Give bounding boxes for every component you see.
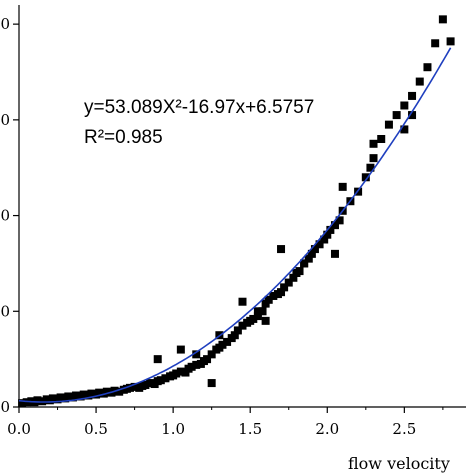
data-point	[146, 379, 155, 388]
data-point	[115, 387, 124, 396]
data-point	[295, 267, 304, 276]
data-point	[79, 390, 88, 399]
x-tick-label: 0.0	[7, 420, 31, 438]
data-point	[423, 63, 432, 72]
data-point	[249, 314, 258, 323]
y-tick-label: 0	[0, 207, 10, 225]
data-point	[125, 383, 134, 392]
data-point	[310, 245, 319, 254]
data-point	[280, 283, 289, 292]
data-point	[269, 291, 278, 300]
data-point	[238, 297, 247, 306]
x-axis-title: flow velocity	[348, 454, 450, 473]
data-point	[207, 350, 216, 359]
data-point	[369, 139, 378, 148]
data-point	[384, 120, 393, 129]
data-point	[431, 39, 440, 48]
data-point	[130, 382, 139, 391]
data-point	[187, 362, 196, 371]
data-point	[300, 259, 309, 268]
data-point	[408, 91, 417, 100]
y-tick-label: 0	[0, 15, 10, 33]
data-point	[87, 389, 96, 398]
data-point	[315, 240, 324, 249]
data-points	[18, 15, 455, 408]
data-point	[223, 337, 232, 346]
data-point	[377, 135, 386, 143]
data-point	[415, 77, 424, 86]
data-point	[33, 396, 42, 405]
data-point	[366, 163, 375, 172]
data-point	[438, 15, 447, 24]
data-point	[320, 235, 329, 244]
data-point	[307, 249, 316, 258]
data-point	[161, 374, 170, 383]
data-point	[361, 173, 370, 182]
data-point	[326, 225, 335, 234]
data-point	[277, 288, 286, 297]
y-tick-label: 0	[0, 302, 10, 320]
data-point	[64, 392, 73, 401]
data-point	[369, 154, 378, 163]
data-point	[72, 391, 81, 400]
x-tick-label: 0.5	[84, 420, 108, 438]
data-point	[253, 312, 262, 321]
y-tick-label: 0	[0, 111, 10, 129]
data-point	[56, 393, 65, 402]
data-point	[102, 387, 111, 396]
y-tick-label: 0	[0, 398, 10, 416]
data-point	[176, 367, 185, 376]
data-point	[446, 37, 455, 46]
axes	[18, 5, 466, 408]
data-point	[207, 379, 216, 388]
data-point	[192, 350, 201, 359]
data-point	[289, 273, 298, 282]
data-point	[338, 182, 347, 191]
data-point	[264, 295, 273, 304]
data-point	[18, 399, 27, 408]
data-point	[156, 376, 165, 385]
data-point	[233, 326, 242, 335]
data-point	[335, 216, 344, 225]
data-point	[330, 221, 339, 230]
data-point	[141, 380, 150, 389]
data-point	[230, 331, 239, 340]
x-tick-label: 2.5	[392, 420, 416, 438]
data-point	[323, 230, 332, 239]
data-point	[203, 355, 212, 364]
data-point	[176, 345, 185, 354]
data-point	[218, 340, 227, 349]
data-point	[400, 101, 409, 110]
data-point	[172, 369, 181, 378]
x-tick-label: 1.5	[238, 420, 262, 438]
data-point	[192, 360, 201, 369]
data-point	[48, 394, 57, 403]
data-point	[400, 125, 409, 134]
data-point	[22, 398, 31, 407]
r-squared: R²=0.985	[84, 127, 163, 148]
data-point	[392, 111, 401, 120]
fit-equation: y=53.089X²-16.97x+6.5757	[84, 97, 314, 118]
fit-curve	[18, 47, 452, 403]
data-point	[304, 254, 313, 263]
data-point	[330, 249, 339, 258]
data-point	[408, 111, 417, 120]
data-point	[261, 316, 270, 325]
data-point	[258, 307, 267, 316]
x-tick-label: 2.0	[315, 420, 339, 438]
x-tick-label: 1.0	[161, 420, 185, 438]
data-point	[153, 355, 162, 364]
data-point	[277, 245, 286, 254]
data-point	[284, 278, 293, 287]
data-point	[253, 307, 262, 316]
ticks: 0.0 0.5 1.0 1.5 2.0 2.5 0 0 0 0 0	[0, 15, 444, 438]
data-point	[238, 321, 247, 330]
data-point	[95, 388, 104, 397]
